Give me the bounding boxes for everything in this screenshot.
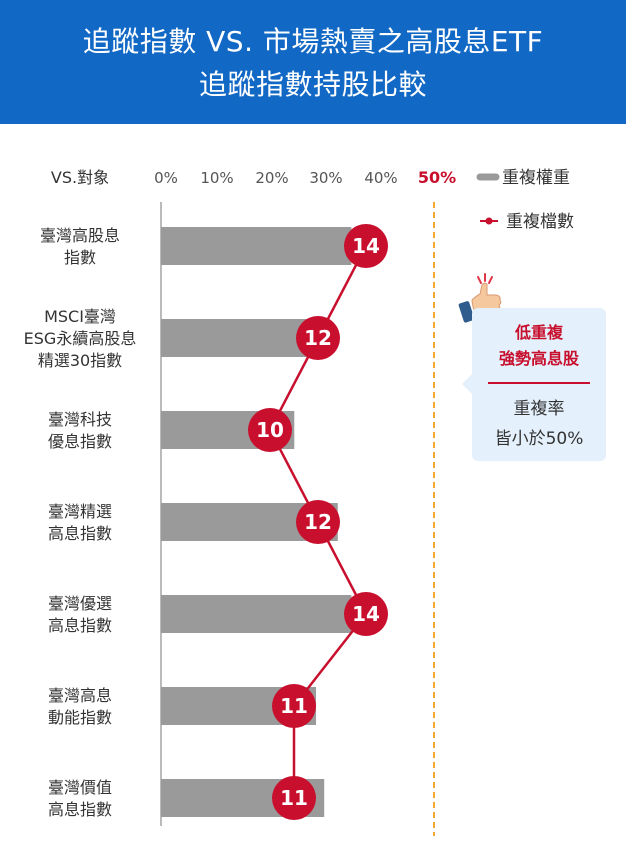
bar	[161, 227, 352, 265]
category-label: 臺灣精選	[48, 502, 112, 521]
data-label: 12	[304, 326, 332, 350]
legend-label: 重複權重	[502, 168, 570, 188]
category-label: 指數	[64, 248, 96, 267]
data-label: 11	[280, 786, 308, 810]
callout-box: 低重複 強勢高息股 重複率 皆小於50%	[462, 308, 606, 461]
x-tick-label: 10%	[200, 169, 233, 187]
category-label: 優息指數	[48, 432, 112, 451]
category-label: 高息指數	[48, 800, 112, 819]
callout-note-2: 皆小於50%	[494, 429, 584, 449]
data-label: 14	[352, 602, 380, 626]
data-point	[296, 316, 340, 360]
callout-highlight-2: 強勢高息股	[498, 349, 579, 368]
data-point	[344, 592, 388, 636]
x-tick-label: 30%	[309, 169, 342, 187]
data-label: 10	[256, 418, 284, 442]
data-point	[296, 500, 340, 544]
header-banner: 追蹤指數 VS. 市場熱賣之高股息ETF 追蹤指數持股比較	[0, 0, 626, 124]
category-label: 臺灣科技	[48, 410, 112, 429]
x-tick-label: 40%	[364, 169, 397, 187]
corner-label: VS.對象	[51, 168, 109, 187]
category-label: 臺灣高息	[48, 686, 112, 705]
callout-divider	[488, 382, 590, 384]
callout-highlight: 低重複	[514, 323, 563, 342]
x-tick-label: 0%	[154, 169, 178, 187]
category-label: 高息指數	[48, 616, 112, 635]
category-label: 動能指數	[48, 708, 112, 727]
data-label: 11	[280, 694, 308, 718]
callout-note: 重複率	[513, 399, 565, 419]
data-point	[272, 776, 316, 820]
holdings-chart: 14 12 10 12 14 11 11 VS.對象 0% 10% 20% 30% 40% 50% 臺灣高…	[24, 168, 574, 836]
x-tick-label: 50%	[418, 168, 456, 187]
category-label: 臺灣優選	[48, 594, 112, 613]
legend-swatch-dot	[485, 217, 493, 225]
category-label: 臺灣高股息	[40, 226, 120, 245]
data-point	[344, 224, 388, 268]
data-label: 14	[352, 234, 380, 258]
data-label: 12	[304, 510, 332, 534]
category-label: 臺灣價值	[48, 778, 112, 797]
data-point	[248, 408, 292, 452]
x-tick-label: 20%	[255, 169, 288, 187]
category-label: MSCI臺灣	[44, 307, 116, 326]
bar	[161, 595, 352, 633]
category-label: 精選30指數	[38, 351, 122, 370]
page-title: 追蹤指數 VS. 市場熱賣之高股息ETF	[82, 25, 544, 58]
page-subtitle: 追蹤指數持股比較	[198, 68, 427, 101]
legend-label: 重複檔數	[506, 212, 574, 232]
category-label: 高息指數	[48, 524, 112, 543]
category-label: ESG永續高股息	[24, 329, 137, 348]
data-point	[272, 684, 316, 728]
